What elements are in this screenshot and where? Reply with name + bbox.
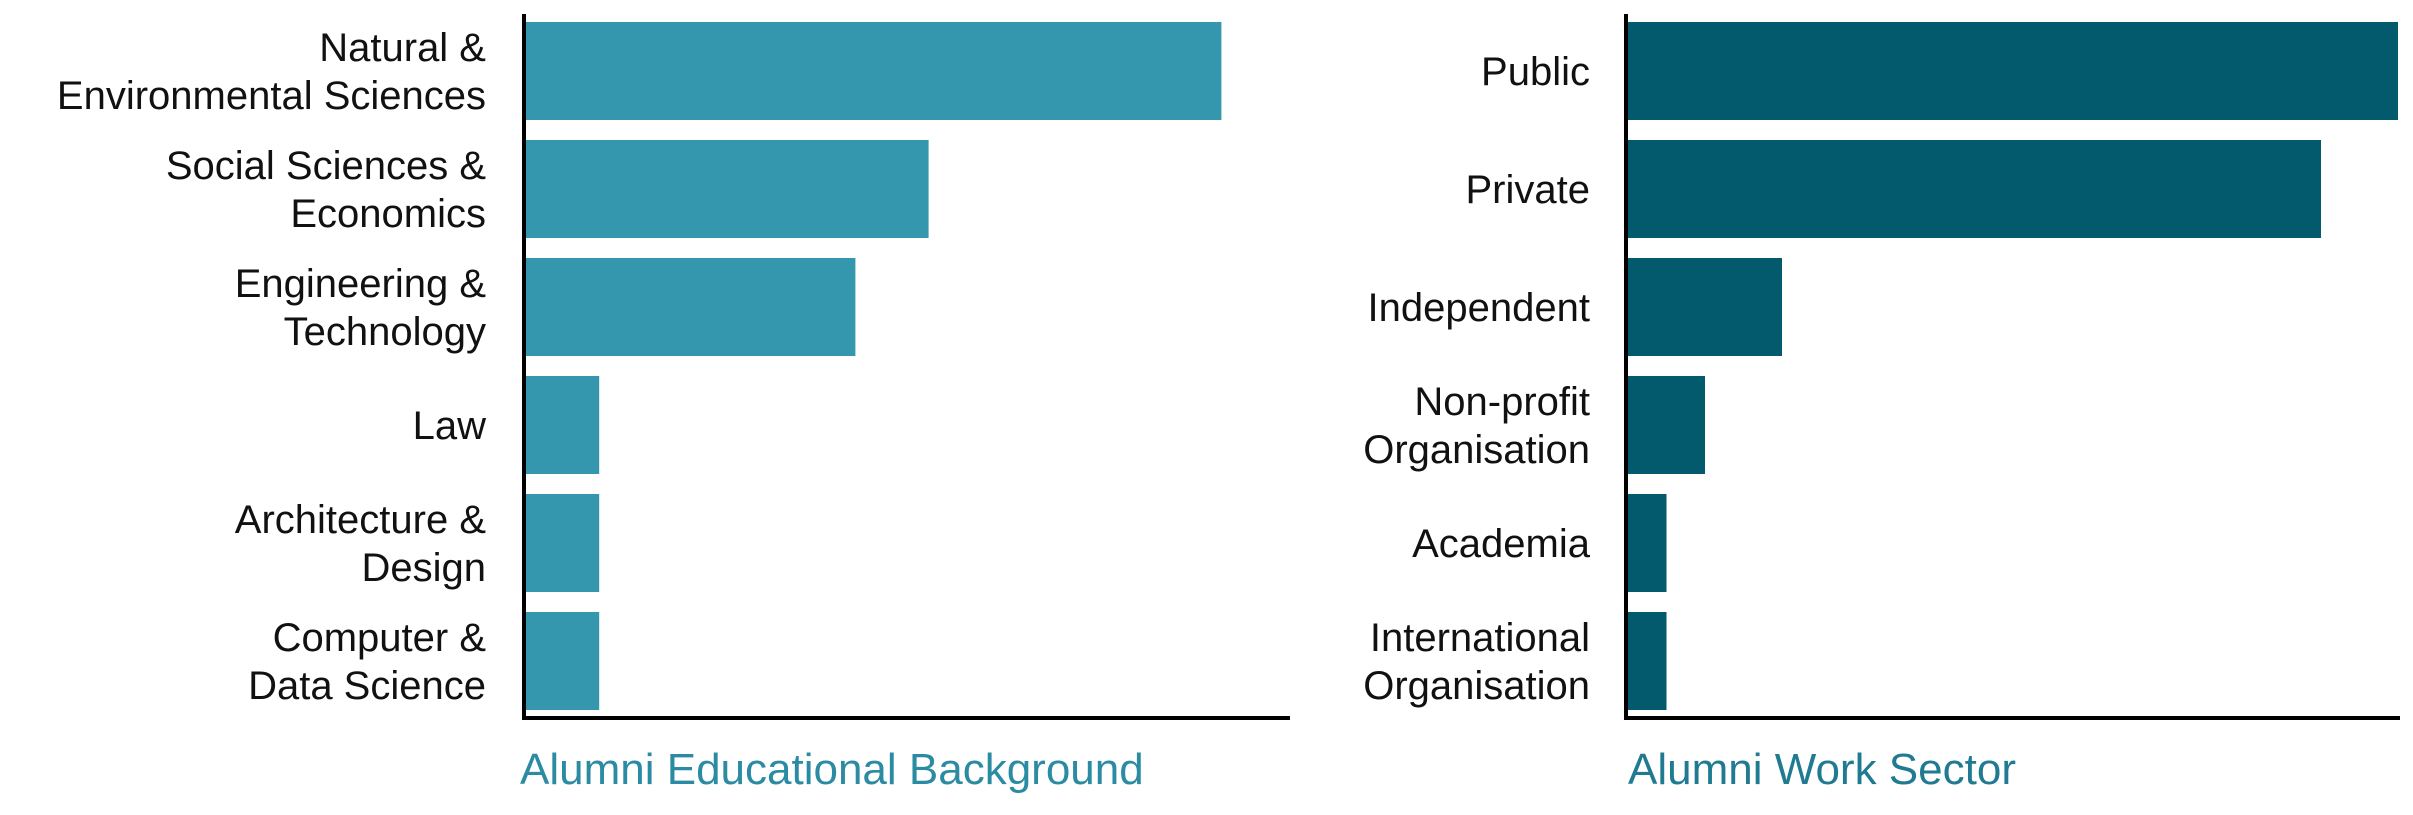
bar-1-3	[526, 258, 856, 356]
category-label-2-4-line-1: Non-profit	[1414, 380, 1590, 424]
category-label-1-6-line-1: Computer &	[273, 616, 487, 660]
category-label-1-4: Law	[413, 404, 486, 448]
category-label-2-5: Academia	[1412, 522, 1591, 566]
category-label-2-4-line-2: Organisation	[1363, 428, 1590, 472]
category-label-1-5-line-2: Design	[361, 546, 486, 590]
chart-2: PublicPrivateIndependentNon-profitOrgani…	[1363, 14, 2400, 794]
chart-title-2: Alumni Work Sector	[1628, 745, 2016, 794]
category-label-1-2-line-2: Economics	[290, 192, 486, 236]
bar-1-1	[526, 22, 1222, 120]
bar-1-6	[526, 612, 600, 710]
bar-2-3	[1628, 258, 1782, 356]
category-label-1-5-line-1: Architecture &	[235, 498, 487, 542]
bar-1-5	[526, 494, 600, 592]
category-label-1-3-line-1: Engineering &	[235, 262, 487, 306]
category-label-2-2: Private	[1466, 168, 1591, 212]
category-label-1-2-line-1: Social Sciences &	[166, 144, 486, 188]
category-label-2-6-line-1: International	[1370, 616, 1590, 660]
bar-2-2	[1628, 140, 2321, 238]
chart-1: Natural &Environmental Sciences Social Sc…	[57, 14, 1290, 794]
bar-1-4	[526, 376, 600, 474]
category-label-1-1-line-2: Environmental Sciences	[57, 74, 486, 118]
bar-2-5	[1628, 494, 1667, 592]
category-label-2-3: Independent	[1368, 286, 1590, 330]
bar-2-4	[1628, 376, 1705, 474]
category-label-1-6-line-2: Data Science	[248, 664, 486, 708]
chart-title-1: Alumni Educational Background	[520, 745, 1144, 794]
category-label-1-3-line-2: Technology	[284, 310, 486, 354]
category-label-2-1: Public	[1481, 50, 1590, 94]
bar-2-1	[1628, 22, 2398, 120]
bar-2-6	[1628, 612, 1667, 710]
bar-1-2	[526, 140, 929, 238]
category-label-2-6-line-2: Organisation	[1363, 664, 1590, 708]
category-label-1-1-line-1: Natural &	[319, 26, 486, 70]
